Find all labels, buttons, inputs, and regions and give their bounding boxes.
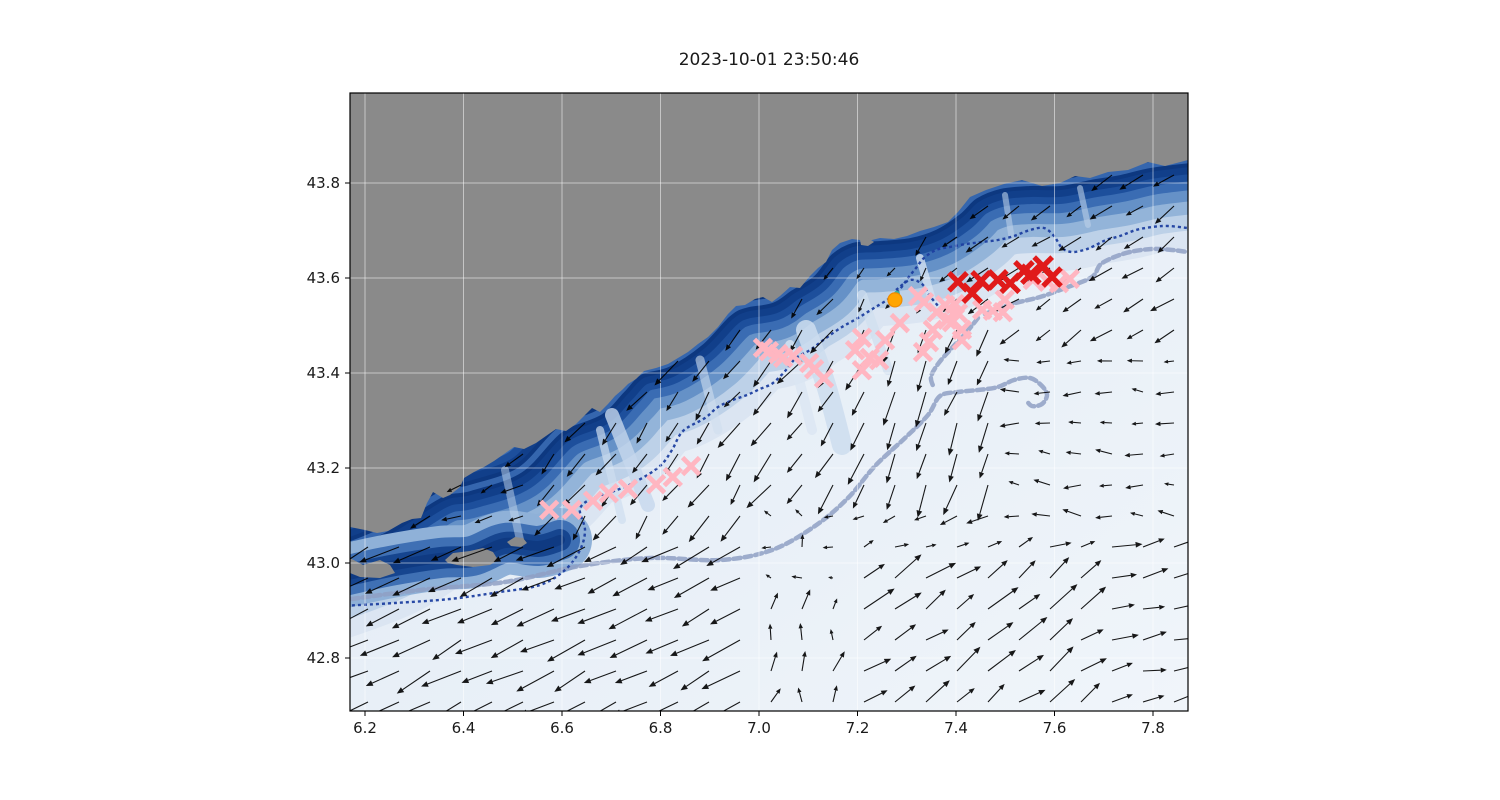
canyon-streak	[1077, 185, 1091, 228]
x-tick-label: 7.0	[747, 719, 771, 737]
pink-crosse-marker	[994, 289, 1015, 311]
canyon-streak	[605, 408, 655, 512]
pink-crosse-marker	[645, 473, 667, 495]
red-crosse-marker	[1041, 266, 1063, 288]
pink-crosse-marker	[912, 341, 934, 363]
pink-crosse-marker	[538, 499, 560, 520]
pink-crosse-marker	[874, 330, 896, 351]
land-mainland	[350, 93, 1188, 533]
y-tick-label: 43.6	[307, 269, 340, 287]
isobath-contour-steel	[350, 375, 1050, 602]
map-layers	[350, 93, 1188, 711]
pink-crosse-marker	[889, 312, 911, 334]
y-tick-label: 42.8	[307, 649, 340, 667]
axes-frame	[349, 92, 1189, 712]
x-tick-label: 7.6	[1043, 719, 1067, 737]
x-tick-label: 7.8	[1141, 719, 1165, 737]
isobath-contour-navy	[895, 278, 939, 307]
red-crosse-marker	[970, 270, 992, 292]
pink-crosse-marker	[617, 478, 639, 500]
y-tick-label: 43.4	[307, 364, 340, 382]
isobath-contour-navy	[350, 224, 1188, 607]
pink-crosse-marker	[851, 359, 873, 381]
tick-marks	[345, 182, 1154, 716]
x-tick-label: 6.6	[550, 719, 574, 737]
land-island	[860, 238, 874, 246]
plot-title: 2023-10-01 23:50:46	[678, 50, 860, 70]
pink-crosse-marker	[582, 490, 604, 511]
y-tick-label: 43.8	[307, 174, 340, 192]
pink-crosse-marker	[680, 455, 702, 477]
x-tick-label: 6.8	[649, 719, 673, 737]
markers	[538, 255, 1080, 520]
x-tick-label: 7.2	[846, 719, 870, 737]
land-island	[507, 537, 527, 547]
land-island	[445, 548, 498, 567]
pink-crosse-marker	[851, 327, 873, 349]
isobath-contour-steel	[982, 246, 1188, 317]
x-tick-label: 7.4	[944, 719, 968, 737]
pink-crosse-marker	[813, 368, 835, 389]
red-crosse-marker	[1020, 263, 1042, 286]
canyon-streak	[501, 466, 524, 544]
pink-crosse-marker	[782, 345, 804, 367]
canyon-streak	[596, 426, 626, 524]
canyon-streak	[1002, 192, 1015, 243]
pink-crosse-marker	[844, 340, 866, 361]
pink-crosse-marker	[662, 466, 684, 488]
canyon-streak	[796, 320, 852, 455]
pink-crosse-marker	[1059, 268, 1080, 290]
pink-crosse-marker	[598, 482, 619, 504]
y-tick-label: 43.2	[307, 459, 340, 477]
orange-dot-marker	[887, 292, 903, 308]
pink-crosse-marker	[561, 499, 583, 520]
x-tick-label: 6.2	[353, 719, 377, 737]
pink-crosse-marker	[918, 331, 940, 353]
quiver-field	[350, 174, 1188, 711]
pink-crosse-marker	[951, 330, 973, 351]
canyon-streak	[695, 355, 723, 435]
pink-crosse-marker	[868, 349, 890, 371]
x-tick-label: 6.4	[452, 719, 476, 737]
gridlines	[350, 93, 1188, 711]
y-tick-label: 43.0	[307, 554, 340, 572]
